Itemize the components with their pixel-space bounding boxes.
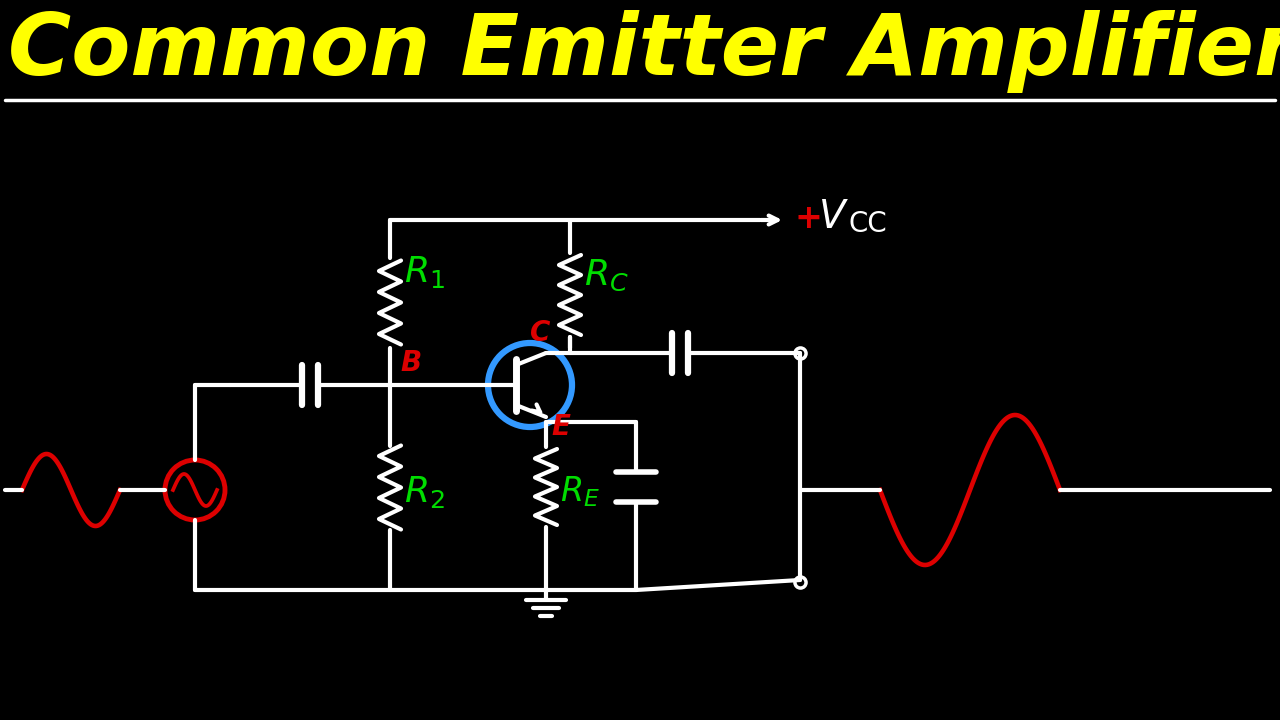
Text: $R_2$: $R_2$ — [404, 474, 444, 510]
Text: B: B — [399, 349, 421, 377]
Text: +: + — [795, 202, 823, 235]
Text: C: C — [530, 319, 550, 347]
Text: $R_C$: $R_C$ — [584, 257, 628, 292]
Text: $V$: $V$ — [818, 198, 849, 236]
Text: $R_1$: $R_1$ — [404, 254, 445, 290]
Text: E: E — [550, 413, 570, 441]
Text: $R_E$: $R_E$ — [561, 474, 600, 509]
Text: Common Emitter Amplifier: Common Emitter Amplifier — [8, 10, 1280, 93]
Text: CC: CC — [849, 210, 887, 238]
